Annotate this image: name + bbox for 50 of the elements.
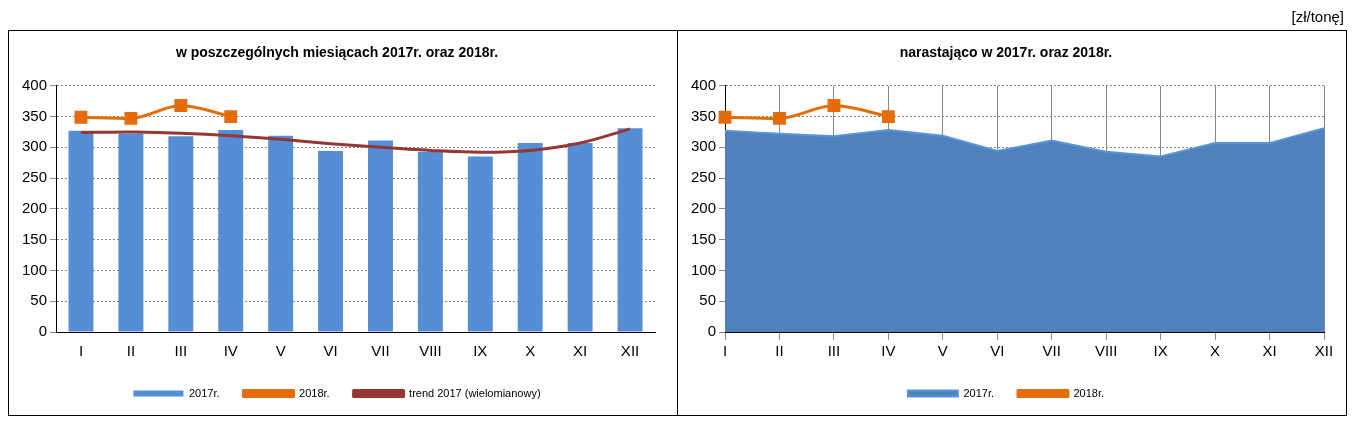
x-tick-label: VI (323, 342, 338, 360)
x-tick-label: I (78, 342, 84, 360)
x-tick-label: IV (881, 342, 896, 360)
y-tick-label: 50 (30, 291, 48, 309)
x-tick-label: V (937, 342, 948, 360)
x-tick-label: III (174, 342, 188, 360)
chart-title: narastająco w 2017r. oraz 2018r. (899, 44, 1113, 61)
y-tick-label: 400 (691, 75, 717, 93)
legend-label: 2018r. (299, 386, 330, 399)
y-tick-label: 150 (691, 229, 717, 247)
y-tick-label: 50 (699, 291, 717, 309)
y-tick-label: 200 (691, 199, 717, 217)
x-tick-label: I (722, 342, 728, 360)
legend-label: trend 2017 (wielomianowy) (409, 386, 541, 399)
x-tick-label: XI (1262, 342, 1277, 360)
legend-label: 2018r. (1073, 386, 1105, 399)
chart-title: w poszczególnych miesiącach 2017r. oraz 2018r. (174, 44, 499, 61)
y-tick-label: 150 (22, 229, 48, 247)
x-tick-label: XI (573, 342, 588, 360)
x-tick-label: IX (473, 342, 488, 360)
y-tick-label: 0 (707, 322, 717, 340)
y-tick-label: 300 (22, 137, 48, 155)
x-tick-label: VII (371, 342, 390, 360)
y-tick-label: 200 (22, 199, 48, 217)
legend-label: 2017r. (963, 386, 995, 399)
x-tick-label: XII (620, 342, 640, 360)
x-tick-label: II (775, 342, 784, 360)
x-tick-label: X (1210, 342, 1221, 360)
x-tick-label: IV (223, 342, 238, 360)
y-tick-label: 350 (22, 106, 48, 124)
x-tick-label: II (126, 342, 136, 360)
x-tick-label: III (827, 342, 841, 360)
x-tick-label: VI (990, 342, 1005, 360)
legend-label: 2017r. (188, 386, 220, 399)
y-tick-label: 250 (691, 168, 717, 186)
x-tick-label: VIII (419, 342, 442, 360)
y-tick-label: 250 (22, 168, 48, 186)
y-tick-label: 400 (22, 75, 48, 93)
x-tick-label: X (525, 342, 536, 360)
y-tick-label: 100 (22, 260, 48, 278)
text: [zł/tonę] (1291, 8, 1344, 25)
x-tick-label: IX (1153, 342, 1168, 360)
y-tick-label: 350 (691, 106, 717, 124)
y-tick-label: 300 (691, 137, 717, 155)
x-tick-label: V (275, 342, 286, 360)
y-tick-label: 0 (38, 322, 48, 340)
y-tick-label: 100 (691, 260, 717, 278)
x-tick-label: VII (1042, 342, 1061, 360)
x-tick-label: XII (1314, 342, 1334, 360)
x-tick-label: VIII (1094, 342, 1118, 360)
